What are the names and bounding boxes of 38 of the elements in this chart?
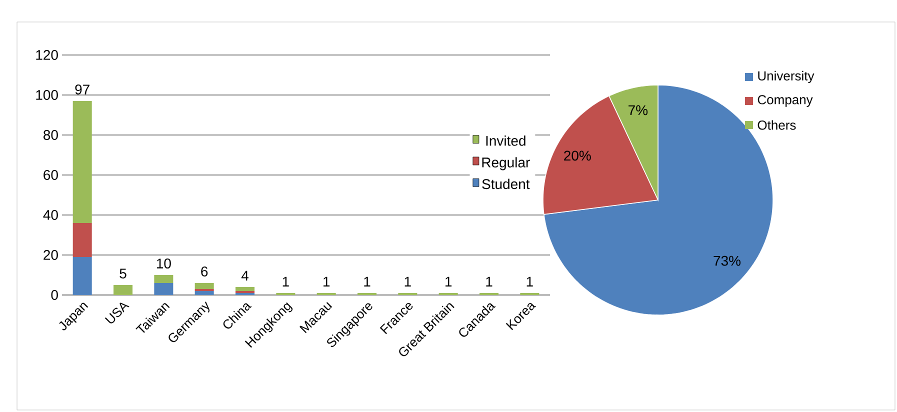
total-label: 1 <box>364 276 370 286</box>
total-label: 1 <box>282 276 289 286</box>
bar <box>154 274 174 283</box>
total-label: 1 <box>446 276 452 286</box>
bar <box>154 282 174 295</box>
bar <box>236 286 255 291</box>
y-tick-label: 80 <box>44 130 58 140</box>
bar <box>194 290 214 295</box>
x-tick-label: USA <box>104 302 130 324</box>
y-tick-label: 120 <box>36 50 58 60</box>
total-label: 1 <box>324 276 330 286</box>
bar <box>72 222 92 257</box>
bar <box>72 256 92 295</box>
total-label: 97 <box>75 84 90 94</box>
legend-label: Others <box>758 120 796 130</box>
total-label: 1 <box>486 276 492 286</box>
legend-label: Company <box>758 95 813 107</box>
y-tick-label: 100 <box>36 90 58 100</box>
y-tick-label: 40 <box>43 210 58 220</box>
bar <box>114 284 133 295</box>
data-label: 73% <box>714 256 741 266</box>
total-label: 5 <box>120 268 126 278</box>
legend-label: Regular <box>482 157 530 170</box>
total-label: 6 <box>201 266 208 276</box>
total-label: 1 <box>404 276 411 286</box>
y-tick-label: 60 <box>44 170 58 180</box>
total-label: 10 <box>156 258 171 268</box>
y-tick-label: 0 <box>51 290 58 300</box>
total-label: 4 <box>241 270 248 280</box>
total-label: 1 <box>526 276 533 286</box>
data-label: 20% <box>564 150 591 161</box>
legend-label: Student <box>482 178 530 190</box>
bar <box>194 282 214 289</box>
y-tick-label: 20 <box>44 250 58 260</box>
legend-label: University <box>758 70 814 84</box>
legend-label: Invited <box>486 136 526 146</box>
data-label: 7% <box>628 105 648 116</box>
bar <box>72 100 92 223</box>
